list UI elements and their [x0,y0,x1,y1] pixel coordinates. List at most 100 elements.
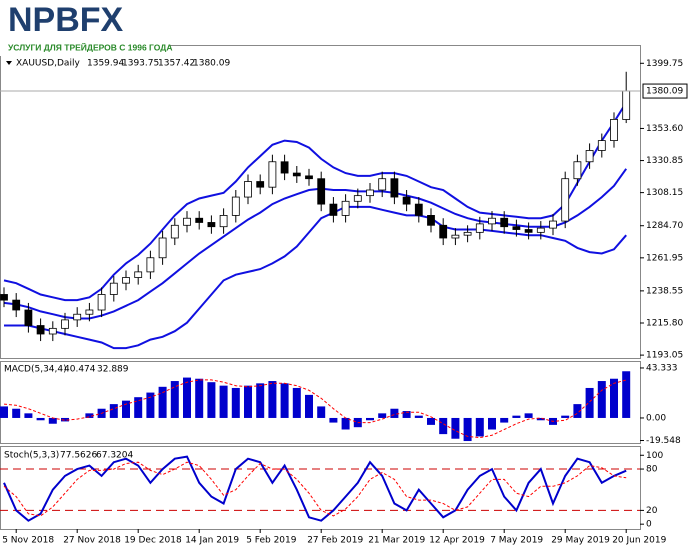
candle-body [573,161,582,180]
macd-panel [0,361,641,444]
x-tick-label: 5 Feb 2019 [246,536,297,546]
macd-bar [451,417,460,439]
y-tick-label: 1261.95 [646,253,683,263]
candle-body [280,161,289,174]
macd-bar [0,406,8,418]
candle-body [402,196,411,205]
macd-bar [536,417,545,421]
candle-body [341,200,350,216]
macd-bar [439,417,448,435]
macd-bar [24,413,33,418]
candle-body [329,203,338,216]
candle-body [73,313,82,321]
macd-bar [573,404,582,418]
stoch-k: 77.5626 [60,451,97,461]
stoch-panel [0,446,641,530]
stoch-line [3,455,627,522]
macd-signal: 32.889 [97,365,129,375]
macd-bar [305,394,313,418]
y-tick-label: -19.548 [646,436,681,446]
y-tick-label: 1193.05 [646,351,683,361]
macd-bar [512,415,521,418]
bollinger-lower [4,205,627,350]
candle-body [36,325,45,335]
candle-body [500,217,509,228]
candle-body [549,220,557,229]
ohlc-open: 1359.94 [87,59,124,69]
candle-body [439,224,448,239]
candle-body [451,234,460,239]
y-tick-label: 43.333 [646,363,678,373]
macd-bar [366,417,374,421]
macd-signal-line [3,379,627,439]
macd-bar [524,413,533,418]
candle-body [158,237,167,259]
candle-body [378,178,387,191]
macd-bar [256,383,265,418]
price-label-box [642,83,688,99]
candle-body [561,178,570,222]
macd-bar [61,417,69,422]
stoch-d: 67.3204 [96,451,133,461]
macd-bar [414,415,423,418]
macd-bar [378,413,387,418]
candle-body [207,222,216,228]
macd-bar [146,392,155,418]
candle-body [536,227,545,233]
candle-body [463,231,472,236]
y-tick-label: 80 [646,465,658,475]
candle-body [12,299,21,311]
macd-bar [170,381,179,418]
candle-body [231,196,240,216]
candle-body [524,229,533,233]
macd-bar [500,417,509,423]
macd-bar [390,408,399,418]
candle-body [366,189,374,197]
candle-body [475,223,484,233]
y-tick-label: 1215.80 [646,318,683,328]
tagline: УСЛУГИ ДЛЯ ТРЕЙДЕРОВ С 1996 ГОДА [8,41,172,52]
candle-body [353,195,362,202]
stoch-line [3,461,627,517]
macd-bar [12,408,21,418]
candle-body [244,181,252,198]
macd-bar [488,417,496,430]
macd-bar [207,382,216,418]
bollinger-upper [3,101,628,302]
macd-bar [427,417,435,425]
macd-bar [244,385,252,418]
macd-bar [183,377,191,418]
candle-body [134,271,143,278]
macd-bar [195,378,204,418]
macd-bar [622,371,631,418]
chart-title: XAUUSD,Daily [16,59,80,69]
candle-body [292,172,301,177]
x-tick-label: 7 May 2019 [490,536,543,546]
macd-bar [36,417,45,421]
y-tick-label: 1330.85 [646,156,683,166]
y-tick-label: 100 [646,451,663,461]
macd-bar [402,411,411,418]
candle-body [427,215,435,226]
y-tick-label: 1284.70 [646,221,683,231]
candle-body [414,203,423,216]
x-tick-label: 21 Mar 2019 [368,536,425,546]
y-tick-label: 1238.55 [646,286,683,296]
x-tick-label: 12 Apr 2019 [429,536,485,546]
candle-body [597,140,606,151]
stoch-title: Stoch(5,3,3) [4,451,59,461]
candle-body [195,217,204,223]
candle-body [317,178,326,205]
macd-bar [463,417,472,442]
candle-body [610,119,618,141]
macd-bar [597,381,606,418]
bollinger-middle [3,168,628,320]
candle-body [512,226,521,230]
candle-body [109,282,118,295]
y-tick-label: 20 [646,506,658,516]
macd-bar [268,381,277,418]
x-tick-label: 14 Jan 2019 [185,536,239,546]
price-panel [0,45,641,359]
ohlc-high: 1393.75 [122,59,159,69]
